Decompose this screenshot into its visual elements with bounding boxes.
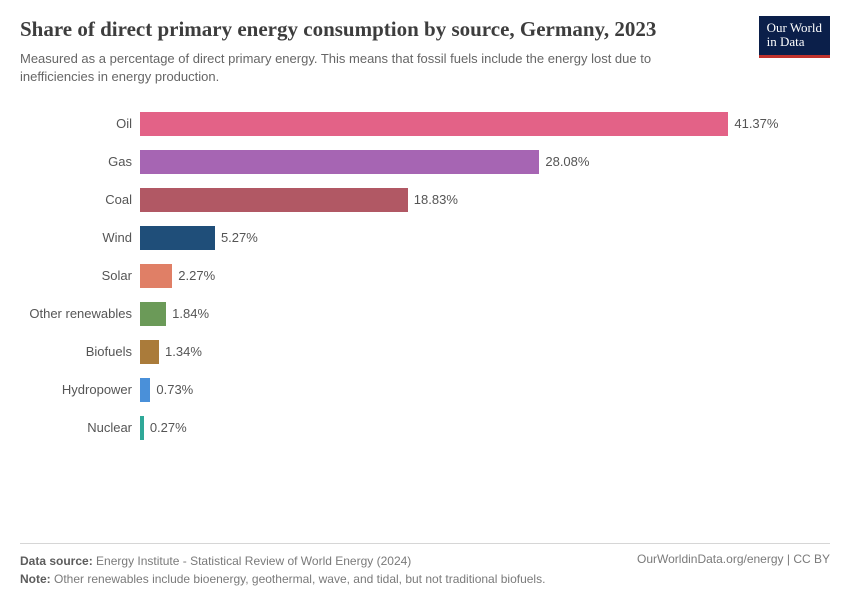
bar [140, 416, 144, 440]
bar-track: 28.08% [140, 143, 780, 181]
subtitle: Measured as a percentage of direct prima… [20, 50, 700, 86]
bar [140, 150, 539, 174]
category-label: Wind [20, 230, 140, 245]
category-label: Oil [20, 116, 140, 131]
title-block: Share of direct primary energy consumpti… [20, 16, 759, 87]
footer-license: CC BY [793, 552, 830, 566]
value-label: 28.08% [545, 154, 589, 169]
bar-track: 0.73% [140, 371, 780, 409]
chart-row: Gas 28.08% [20, 143, 830, 181]
source-text: Energy Institute - Statistical Review of… [96, 554, 411, 568]
bar-track: 1.34% [140, 333, 780, 371]
chart-row: Solar 2.27% [20, 257, 830, 295]
bar-track: 41.37% [140, 105, 780, 143]
bar-track: 5.27% [140, 219, 780, 257]
owid-logo: Our World in Data [759, 16, 830, 58]
value-label: 1.84% [172, 306, 209, 321]
footer: Data source: Energy Institute - Statisti… [20, 543, 830, 588]
value-label: 41.37% [734, 116, 778, 131]
value-label: 0.27% [150, 420, 187, 435]
category-label: Coal [20, 192, 140, 207]
bar [140, 378, 150, 402]
category-label: Other renewables [20, 306, 140, 321]
value-label: 1.34% [165, 344, 202, 359]
bar-chart: Oil 41.37% Gas 28.08% Coal 18.83% Wind 5.27% Sol… [20, 105, 830, 447]
bar-track: 2.27% [140, 257, 780, 295]
bar-track: 0.27% [140, 409, 780, 447]
value-label: 5.27% [221, 230, 258, 245]
value-label: 18.83% [414, 192, 458, 207]
chart-row: Coal 18.83% [20, 181, 830, 219]
source-prefix: Data source: [20, 554, 93, 568]
bar [140, 302, 166, 326]
header: Share of direct primary energy consumpti… [20, 16, 830, 87]
chart-row: Wind 5.27% [20, 219, 830, 257]
note-prefix: Note: [20, 572, 51, 586]
footer-link[interactable]: OurWorldinData.org/energy [637, 552, 784, 566]
chart-row: Biofuels 1.34% [20, 333, 830, 371]
page-title: Share of direct primary energy consumpti… [20, 16, 749, 42]
bar [140, 340, 159, 364]
footer-sep: | [784, 552, 794, 566]
bar [140, 112, 728, 136]
category-label: Nuclear [20, 420, 140, 435]
bar [140, 188, 408, 212]
logo-line1: Our World [767, 20, 822, 35]
category-label: Gas [20, 154, 140, 169]
category-label: Hydropower [20, 382, 140, 397]
value-label: 0.73% [156, 382, 193, 397]
category-label: Biofuels [20, 344, 140, 359]
bar-track: 1.84% [140, 295, 780, 333]
logo-line2: in Data [767, 34, 805, 49]
value-label: 2.27% [178, 268, 215, 283]
note-text: Other renewables include bioenergy, geot… [54, 572, 545, 586]
chart-row: Other renewables 1.84% [20, 295, 830, 333]
footer-right: OurWorldinData.org/energy | CC BY [637, 552, 830, 566]
chart-row: Oil 41.37% [20, 105, 830, 143]
chart-row: Hydropower 0.73% [20, 371, 830, 409]
bar [140, 226, 215, 250]
bar-track: 18.83% [140, 181, 780, 219]
category-label: Solar [20, 268, 140, 283]
bar [140, 264, 172, 288]
chart-row: Nuclear 0.27% [20, 409, 830, 447]
footer-left: Data source: Energy Institute - Statisti… [20, 552, 545, 588]
